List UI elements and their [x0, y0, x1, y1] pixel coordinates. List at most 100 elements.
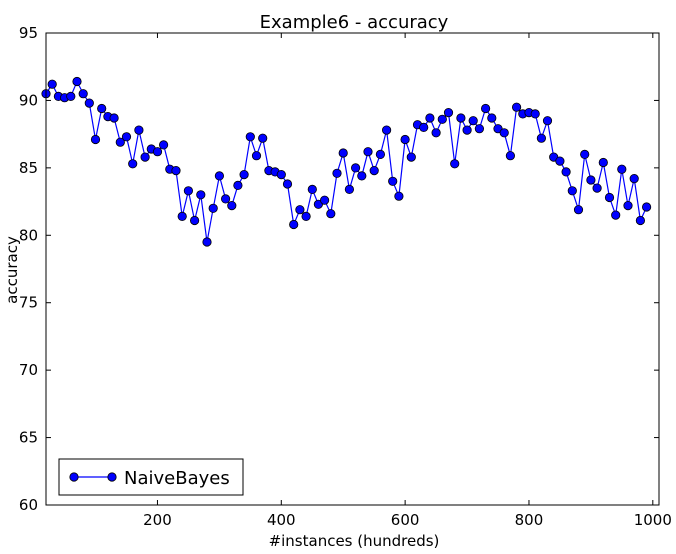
- data-point: [487, 113, 497, 123]
- data-point: [121, 132, 132, 142]
- y-axis-title: accuracy: [3, 236, 21, 304]
- data-point: [97, 103, 107, 114]
- data-point: [641, 202, 652, 212]
- legend-marker: [107, 472, 117, 482]
- data-point: [190, 215, 200, 226]
- legend: NaiveBayes: [58, 458, 244, 496]
- data-point: [233, 180, 243, 190]
- data-point: [251, 151, 262, 161]
- data-point: [431, 128, 441, 138]
- data-point: [505, 151, 515, 161]
- data-point: [580, 149, 590, 159]
- data-point: [357, 171, 367, 181]
- data-point: [400, 134, 410, 145]
- x-axis-title: #instances (hundreds): [269, 532, 440, 550]
- data-point: [202, 237, 212, 247]
- data-point: [623, 201, 633, 211]
- data-point: [245, 132, 255, 142]
- data-point: [635, 215, 646, 226]
- data-point: [72, 76, 82, 87]
- chart-title: Example6 - accuracy: [260, 12, 449, 33]
- data-point: [332, 168, 342, 178]
- data-point: [109, 113, 119, 123]
- data-point: [480, 103, 491, 114]
- data-point: [456, 113, 466, 123]
- data-point: [326, 209, 336, 219]
- data-point: [388, 176, 398, 186]
- data-point: [555, 156, 565, 166]
- data-point: [159, 140, 169, 150]
- data-point: [437, 114, 447, 124]
- data-point: [443, 108, 454, 118]
- data-point: [499, 128, 509, 138]
- data-point: [425, 113, 435, 123]
- x-tick-label: 400: [267, 511, 296, 529]
- data-point: [536, 133, 547, 143]
- data-point: [381, 125, 392, 135]
- data-point: [592, 183, 602, 193]
- data-point: [66, 91, 76, 102]
- data-layer: [41, 76, 652, 247]
- data-point: [221, 194, 231, 204]
- data-point: [140, 152, 150, 162]
- data-point: [394, 191, 404, 201]
- data-point: [319, 195, 330, 205]
- data-point: [295, 205, 305, 215]
- ticks-layer: 200 400 600 800 1000 60 65 70 75 80 85 90 95: [19, 24, 672, 529]
- data-point: [183, 186, 193, 196]
- data-point: [474, 124, 484, 134]
- x-tick-label: 800: [515, 511, 544, 529]
- data-point: [239, 170, 249, 180]
- data-point: [177, 211, 187, 221]
- data-point: [90, 134, 101, 145]
- data-point: [152, 147, 163, 157]
- data-point: [561, 167, 571, 177]
- data-point: [338, 148, 348, 158]
- plot-frame: [45, 32, 660, 506]
- data-point: [276, 170, 286, 180]
- data-point: [406, 152, 416, 162]
- y-tick-label: 90: [19, 91, 38, 109]
- data-point: [301, 211, 311, 221]
- data-point: [468, 116, 478, 126]
- data-point: [586, 175, 596, 185]
- data-point: [611, 210, 621, 220]
- data-point: [307, 184, 317, 194]
- data-point: [363, 147, 373, 157]
- x-tick-label: 600: [391, 511, 420, 529]
- data-point: [542, 116, 553, 126]
- data-point: [84, 98, 94, 108]
- data-point: [419, 122, 429, 133]
- data-point: [369, 166, 379, 176]
- data-point: [462, 125, 472, 135]
- data-point: [350, 163, 361, 173]
- legend-label-naivebayes: NaiveBayes: [124, 468, 230, 489]
- data-point: [47, 79, 57, 89]
- data-point: [530, 109, 540, 119]
- x-tick-label: 1000: [634, 511, 672, 529]
- legend-marker: [69, 472, 79, 482]
- y-tick-label: 65: [19, 429, 38, 447]
- y-tick-label: 70: [19, 361, 38, 379]
- y-tick-label: 60: [19, 496, 38, 514]
- data-point: [227, 201, 237, 211]
- data-point: [604, 192, 615, 203]
- x-tick-label: 200: [143, 511, 172, 529]
- data-point: [511, 102, 522, 112]
- y-tick-label: 85: [19, 159, 38, 177]
- data-point: [282, 179, 293, 189]
- data-point: [134, 125, 144, 135]
- data-point: [375, 149, 385, 159]
- data-point: [128, 159, 138, 169]
- y-tick-label: 80: [19, 226, 38, 244]
- y-tick-label: 75: [19, 294, 38, 312]
- data-point: [258, 133, 268, 143]
- data-point: [629, 174, 639, 184]
- data-point: [567, 186, 577, 196]
- data-point: [598, 157, 608, 168]
- data-point: [214, 171, 224, 181]
- data-point: [344, 184, 354, 194]
- data-point: [196, 190, 206, 200]
- data-point: [115, 137, 125, 147]
